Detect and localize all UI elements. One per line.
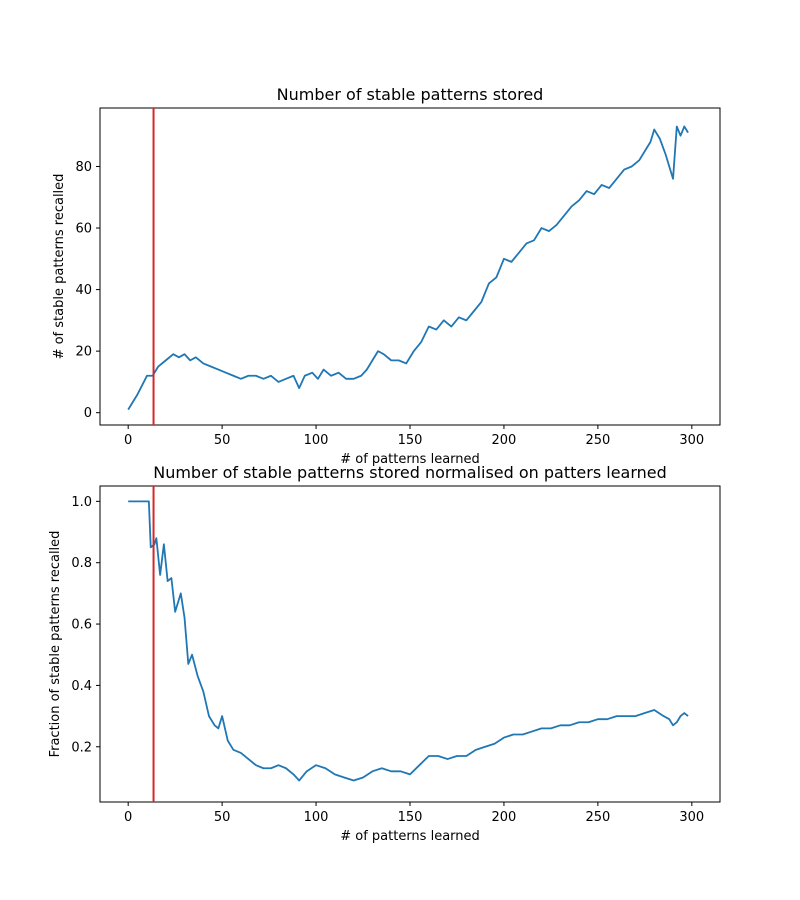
y-tick-label: 1.0 — [71, 495, 92, 510]
plot-area-frame — [99, 485, 721, 803]
x-axis-label: # of patterns learned — [340, 829, 480, 844]
x-tick-label: 0 — [124, 433, 132, 448]
y-axis-label: Fraction of stable patterns recalled — [48, 531, 63, 758]
y-tick-label: 0 — [84, 406, 92, 421]
chart-stable-patterns: 0 50 100 150 200 250 300 0 20 40 60 80 Number of sta… — [52, 85, 721, 467]
series-line — [127, 125, 689, 411]
y-axis-label: # of stable patterns recalled — [52, 174, 67, 360]
chart-title: Number of stable patterns stored — [277, 85, 544, 104]
x-tick-label: 300 — [679, 433, 704, 448]
x-tick-label: 250 — [585, 810, 610, 825]
chart-normalised-fraction: 0 50 100 150 200 250 300 0.2 0.4 0.6 0.8 1.0 Number … — [48, 463, 721, 844]
x-tick-label: 100 — [304, 810, 329, 825]
x-tick-label: 200 — [492, 810, 517, 825]
x-tick-label: 250 — [585, 433, 610, 448]
x-tick-label: 150 — [398, 810, 423, 825]
series-line — [128, 500, 689, 782]
x-tick-label: 0 — [124, 810, 132, 825]
x-tick-label: 150 — [398, 433, 423, 448]
chart-title: Number of stable patterns stored normali… — [153, 463, 667, 482]
y-tick-label: 60 — [75, 222, 92, 237]
y-tick-label: 80 — [75, 160, 92, 175]
y-tick-label: 0.6 — [71, 618, 92, 633]
y-tick-label: 0.8 — [71, 556, 92, 571]
x-tick-label: 50 — [214, 433, 231, 448]
plot-area-frame — [99, 107, 721, 426]
y-tick-label: 0.4 — [71, 679, 92, 694]
y-tick-label: 20 — [75, 345, 92, 360]
x-tick-label: 100 — [304, 433, 329, 448]
y-tick-label: 0.2 — [71, 740, 92, 755]
x-axis-label: # of patterns learned — [340, 452, 480, 467]
x-tick-label: 50 — [214, 810, 231, 825]
x-tick-label: 200 — [492, 433, 517, 448]
x-tick-label: 300 — [679, 810, 704, 825]
y-tick-label: 40 — [75, 283, 92, 298]
